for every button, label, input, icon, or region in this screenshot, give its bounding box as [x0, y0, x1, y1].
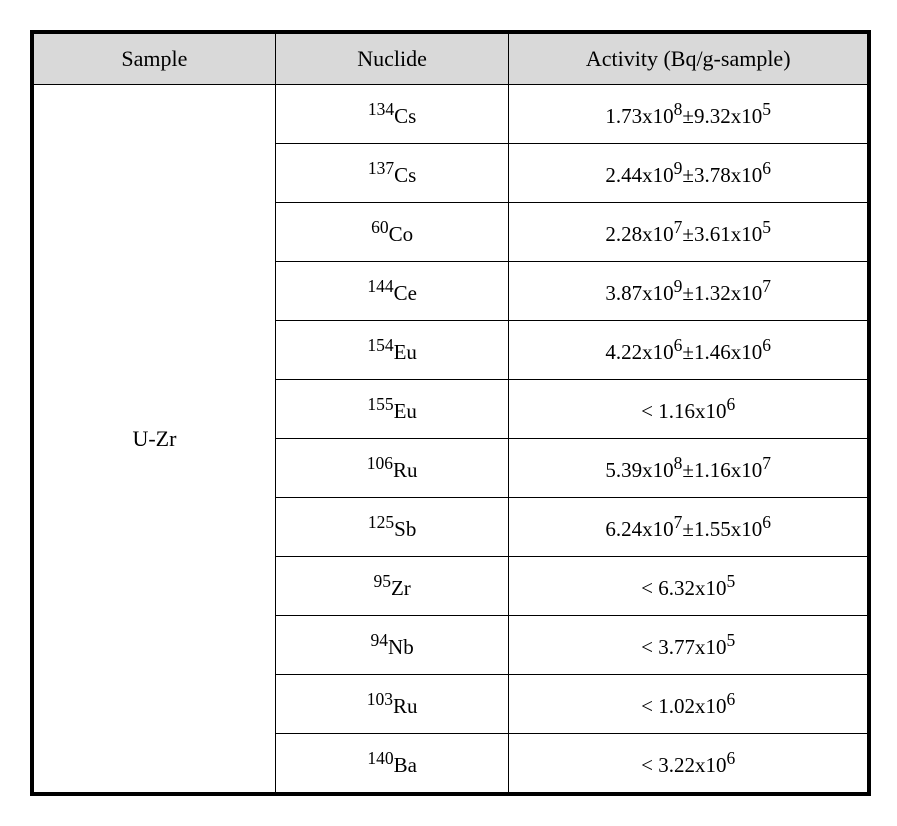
sample-cell: U-Zr [34, 85, 276, 793]
activity-cell: 1.73x108±9.32x105 [509, 85, 868, 144]
activity-cell: < 1.02x106 [509, 675, 868, 734]
nuclide-cell: 154Eu [275, 321, 509, 380]
nuclide-cell: 140Ba [275, 734, 509, 793]
nuclide-cell: 144Ce [275, 262, 509, 321]
activity-cell: 5.39x108±1.16x107 [509, 439, 868, 498]
activity-cell: < 3.22x106 [509, 734, 868, 793]
activity-cell: 4.22x106±1.46x106 [509, 321, 868, 380]
col-header-nuclide: Nuclide [275, 34, 509, 85]
nuclide-cell: 95Zr [275, 557, 509, 616]
nuclide-cell: 137Cs [275, 144, 509, 203]
nuclide-cell: 125Sb [275, 498, 509, 557]
nuclide-cell: 155Eu [275, 380, 509, 439]
nuclide-cell: 60Co [275, 203, 509, 262]
table-row: U-Zr134Cs1.73x108±9.32x105 [34, 85, 868, 144]
activity-cell: 2.28x107±3.61x105 [509, 203, 868, 262]
col-header-sample: Sample [34, 34, 276, 85]
nuclide-activity-table: Sample Nuclide Activity (Bq/g-sample) U-… [30, 30, 871, 796]
activity-cell: < 6.32x105 [509, 557, 868, 616]
nuclide-cell: 103Ru [275, 675, 509, 734]
activity-cell: 3.87x109±1.32x107 [509, 262, 868, 321]
nuclide-cell: 106Ru [275, 439, 509, 498]
col-header-activity: Activity (Bq/g-sample) [509, 34, 868, 85]
activity-cell: < 1.16x106 [509, 380, 868, 439]
table-header-row: Sample Nuclide Activity (Bq/g-sample) [34, 34, 868, 85]
nuclide-cell: 134Cs [275, 85, 509, 144]
activity-cell: < 3.77x105 [509, 616, 868, 675]
activity-cell: 6.24x107±1.55x106 [509, 498, 868, 557]
table-body: U-Zr134Cs1.73x108±9.32x105137Cs2.44x109±… [34, 85, 868, 793]
nuclide-cell: 94Nb [275, 616, 509, 675]
activity-cell: 2.44x109±3.78x106 [509, 144, 868, 203]
data-table: Sample Nuclide Activity (Bq/g-sample) U-… [33, 33, 868, 793]
